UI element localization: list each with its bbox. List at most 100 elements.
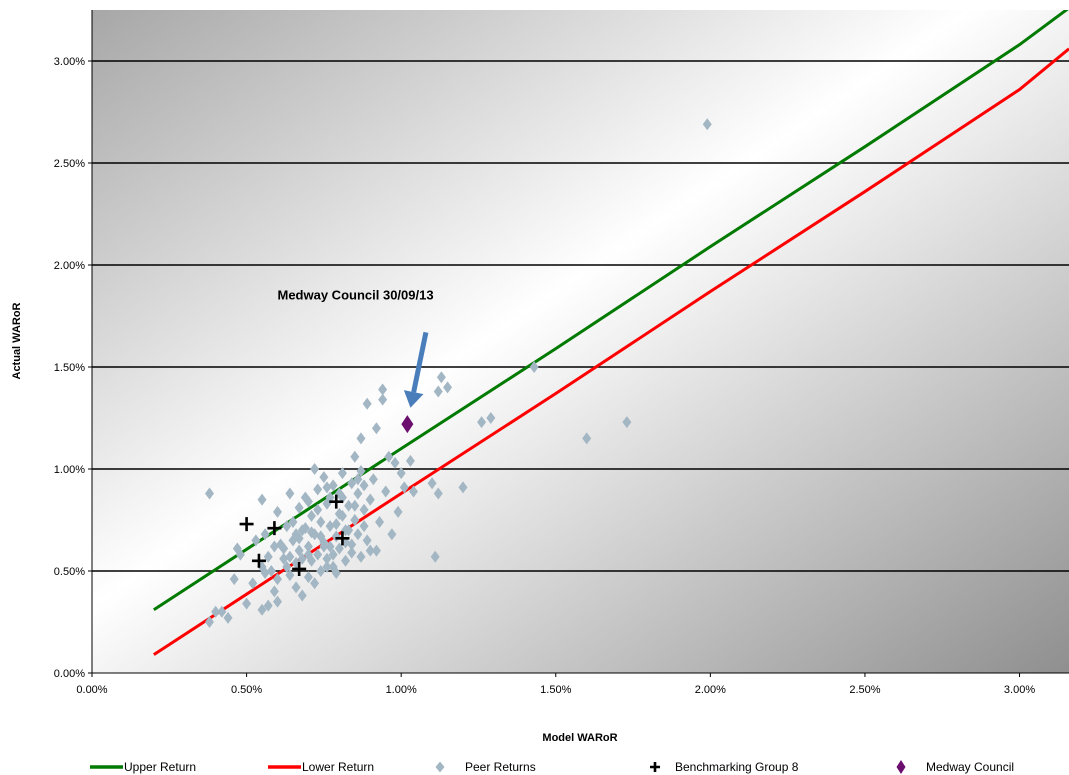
point-peer-returns	[273, 595, 283, 608]
point-peer-returns	[282, 520, 292, 533]
y-tick-label: 3.00%	[54, 56, 85, 68]
point-peer-returns	[217, 605, 227, 618]
point-peer-returns	[273, 505, 283, 518]
point-peer-returns	[285, 569, 295, 582]
point-peer-returns	[322, 481, 332, 494]
x-tick-label: 1.00%	[386, 684, 417, 696]
point-peer-returns	[260, 528, 270, 541]
series-line-upper-return	[153, 10, 1069, 612]
x-tick-label: 2.50%	[849, 684, 880, 696]
point-peer-returns	[257, 603, 267, 616]
x-axis-title: Model WARoR	[542, 732, 617, 744]
point-peer-returns	[356, 550, 366, 563]
point-peer-returns	[477, 416, 487, 429]
point-peer-returns	[334, 542, 344, 555]
point-peer-returns	[347, 546, 357, 559]
point-peer-returns	[322, 552, 332, 565]
point-peer-returns	[319, 471, 329, 484]
point-benchmarking-group-8	[267, 521, 282, 536]
annotation-arrow-shaft	[411, 331, 429, 393]
point-peer-returns	[325, 540, 335, 553]
point-benchmarking-group-8	[335, 531, 350, 546]
point-peer-returns	[433, 385, 443, 398]
legend-swatch-benchmarking-group-8	[650, 762, 660, 772]
point-medway-council	[401, 415, 414, 434]
point-peer-returns	[313, 548, 323, 561]
point-peer-returns	[285, 487, 295, 500]
scatter-points	[204, 118, 712, 628]
point-peer-returns	[486, 412, 496, 424]
point-peer-returns	[359, 503, 369, 516]
point-peer-returns	[279, 542, 289, 555]
point-peer-returns	[353, 473, 363, 486]
point-peer-returns	[263, 599, 273, 612]
point-peer-returns	[409, 485, 419, 498]
point-peer-returns	[359, 479, 369, 492]
point-peer-returns	[443, 381, 453, 394]
point-peer-returns	[285, 550, 295, 563]
point-peer-returns	[353, 528, 363, 541]
point-peer-returns	[433, 487, 443, 500]
point-peer-returns	[257, 493, 267, 506]
point-peer-returns	[316, 530, 326, 543]
y-axis-title: Actual WARoR	[11, 302, 23, 379]
point-peer-returns	[232, 542, 242, 555]
point-peer-returns	[291, 581, 301, 594]
point-peer-returns	[375, 516, 385, 529]
y-tick-label: 1.00%	[54, 464, 85, 476]
point-peer-returns	[248, 577, 258, 590]
y-tick-label: 1.50%	[54, 362, 85, 374]
point-peer-returns	[365, 544, 375, 557]
point-peer-returns	[223, 611, 233, 624]
point-peer-returns	[269, 540, 279, 553]
point-peer-returns	[316, 565, 326, 577]
point-peer-returns	[378, 393, 388, 406]
point-peer-returns	[337, 467, 347, 480]
point-peer-returns	[430, 550, 440, 563]
point-peer-returns	[251, 534, 261, 547]
point-peer-returns	[273, 573, 283, 586]
series-line-lower-return	[153, 47, 1069, 656]
point-peer-returns	[303, 495, 313, 508]
point-peer-returns	[702, 118, 712, 131]
point-peer-returns	[362, 534, 372, 547]
point-peer-returns	[313, 483, 323, 496]
point-peer-returns	[303, 540, 313, 553]
point-peer-returns	[242, 597, 252, 610]
point-peer-returns	[368, 473, 378, 486]
point-peer-returns	[269, 585, 279, 598]
point-peer-returns	[387, 528, 397, 541]
point-peer-returns	[300, 522, 310, 535]
point-peer-returns	[303, 548, 313, 561]
point-peer-returns	[204, 487, 214, 500]
point-peer-returns	[294, 501, 304, 514]
point-peer-returns	[229, 573, 239, 586]
point-peer-returns	[344, 524, 354, 537]
annotation-text: Medway Council 30/09/13	[278, 288, 434, 303]
point-peer-returns	[307, 509, 317, 522]
point-peer-returns	[297, 552, 307, 565]
point-peer-returns	[211, 605, 221, 618]
x-tick-label: 3.00%	[1004, 684, 1035, 696]
x-tick-label: 2.00%	[695, 684, 726, 696]
point-peer-returns	[279, 552, 289, 565]
point-benchmarking-group-8	[251, 553, 266, 568]
legend-label-medway-council: Medway Council	[926, 760, 1014, 774]
point-peer-returns	[266, 565, 276, 577]
point-peer-returns	[316, 516, 326, 529]
point-peer-returns	[341, 554, 351, 567]
point-peer-returns	[350, 450, 360, 463]
point-peer-returns	[371, 544, 381, 557]
point-peer-returns	[313, 503, 323, 516]
point-peer-returns	[356, 465, 366, 478]
point-peer-returns	[347, 538, 357, 551]
y-tick-label: 2.50%	[54, 158, 85, 170]
gridlines	[92, 60, 1069, 572]
point-peer-returns	[331, 518, 341, 531]
point-benchmarking-group-8	[292, 561, 307, 576]
point-peer-returns	[365, 493, 375, 506]
point-peer-returns	[458, 481, 468, 494]
annotation: Medway Council 30/09/13	[278, 288, 434, 408]
point-peer-returns	[294, 532, 304, 545]
legend-swatch-medway-council	[896, 760, 906, 774]
